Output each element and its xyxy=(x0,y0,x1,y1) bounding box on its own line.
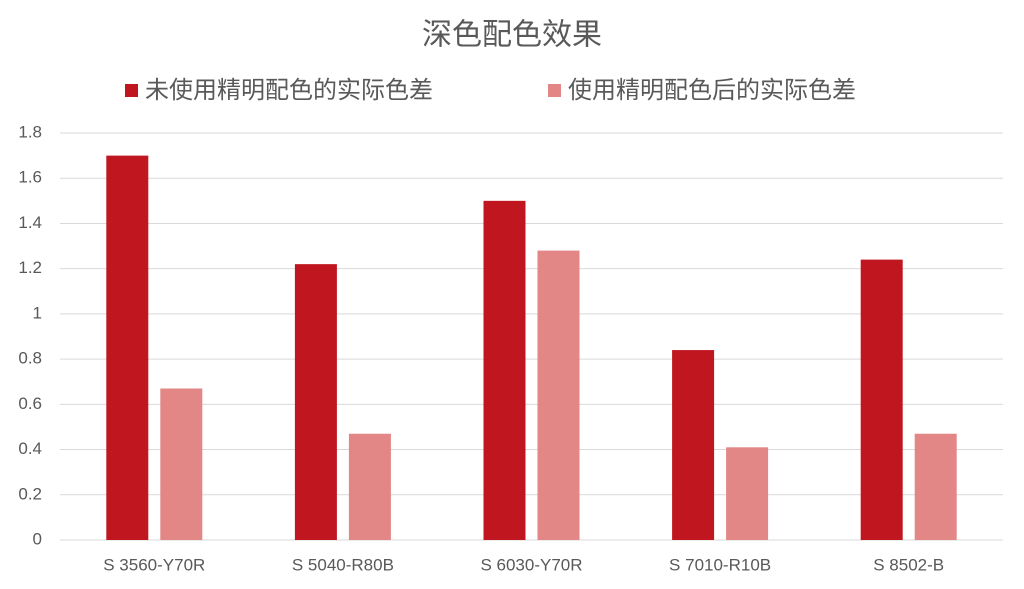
x-tick-label: S 7010-R10B xyxy=(669,555,771,574)
y-tick-label: 0.8 xyxy=(18,349,42,368)
bar xyxy=(537,250,580,541)
legend-label: 使用精明配色后的实际色差 xyxy=(568,76,856,104)
legend-swatch xyxy=(125,84,138,97)
y-tick-label: 0.2 xyxy=(18,484,42,503)
bar xyxy=(726,447,769,540)
bar xyxy=(860,259,903,540)
y-tick-label: 1 xyxy=(33,303,42,322)
y-tick-label: 0.6 xyxy=(18,394,42,413)
bar xyxy=(672,350,715,540)
y-tick-label: 1.8 xyxy=(18,122,42,141)
bar xyxy=(483,200,526,541)
legend-swatch xyxy=(548,84,561,97)
bar xyxy=(160,388,203,540)
x-tick-label: S 6030-Y70R xyxy=(480,555,582,574)
legend-label: 未使用精明配色的实际色差 xyxy=(145,76,433,104)
x-tick-label: S 5040-R80B xyxy=(292,555,394,574)
y-tick-label: 1.4 xyxy=(18,213,42,232)
y-tick-label: 0 xyxy=(33,529,42,548)
chart-title: 深色配色效果 xyxy=(422,18,602,53)
bar xyxy=(914,433,957,540)
bar xyxy=(294,264,337,540)
y-tick-label: 1.6 xyxy=(18,168,42,187)
bar xyxy=(106,155,149,540)
bar xyxy=(348,433,391,540)
y-tick-label: 0.4 xyxy=(18,439,42,458)
x-tick-label: S 8502-B xyxy=(873,555,944,574)
x-tick-label: S 3560-Y70R xyxy=(103,555,205,574)
y-tick-label: 1.2 xyxy=(18,258,42,277)
